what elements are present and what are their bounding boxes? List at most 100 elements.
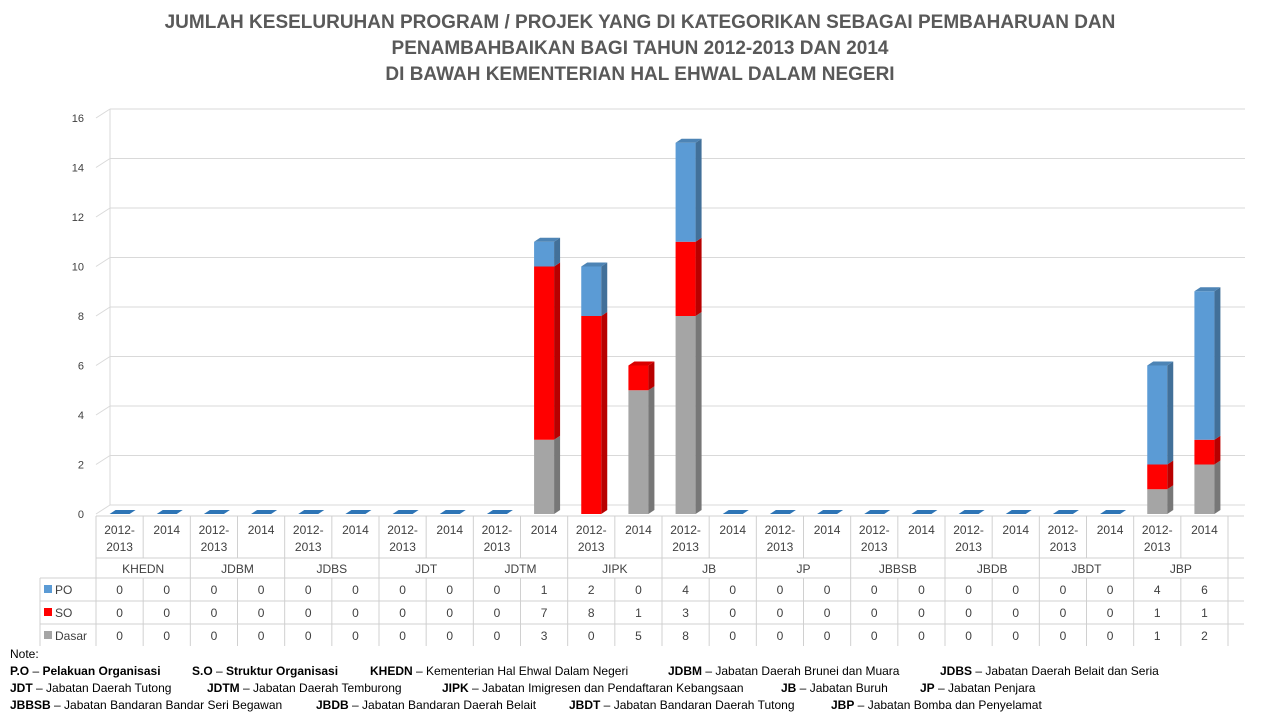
note-legend: P.O – Pelakuan Organisasi S.O – Struktur … (10, 663, 1275, 714)
data-table-value: 0 (211, 606, 218, 620)
data-table-value: 0 (729, 606, 736, 620)
period-label: 2013 (1050, 540, 1077, 554)
y-tick-label: 6 (78, 361, 84, 373)
bar-segment-dasar (534, 439, 555, 514)
period-label: 2013 (767, 540, 794, 554)
period-label: 2012- (859, 523, 890, 537)
period-label: 2013 (672, 540, 699, 554)
data-table-value: 0 (446, 583, 453, 597)
group-label: JBBSB (879, 562, 917, 576)
data-table-value: 0 (352, 606, 359, 620)
bar-side-po (554, 237, 561, 267)
legend-key-po (44, 585, 52, 593)
data-table-value: 8 (588, 606, 595, 620)
bar-top-po (534, 237, 561, 242)
data-table-value: 0 (258, 606, 265, 620)
period-label: 2012- (953, 523, 984, 537)
data-table-value: 0 (305, 583, 312, 597)
bar-segment-so (534, 266, 555, 440)
note-item: JDBM – Jabatan Daerah Brunei dan Muara (668, 664, 900, 678)
bar-segment-dasar (1147, 489, 1168, 514)
period-label: 2014 (153, 523, 180, 537)
period-label: 2014 (248, 523, 275, 537)
bar-top-po (675, 138, 702, 143)
zero-bar-top (345, 510, 372, 514)
group-label: JP (796, 562, 810, 576)
bar-segment-dasar (675, 316, 696, 514)
zero-bar-top (722, 510, 749, 514)
note-abbr: JBDT (569, 698, 601, 712)
bar-side-po (1214, 287, 1221, 440)
bar-side-so (695, 237, 702, 316)
zero-bar-top (203, 510, 230, 514)
data-table-value: 2 (1201, 629, 1208, 643)
title-line-3: DI BAWAH KEMENTERIAN HAL EHWAL DALAM NEG… (385, 64, 895, 85)
data-table-value: 0 (163, 606, 170, 620)
data-table-value: 0 (777, 583, 784, 597)
data-table-value: 0 (1012, 606, 1019, 620)
data-table-value: 0 (824, 606, 831, 620)
period-label: 2012- (293, 523, 324, 537)
data-table-value: 4 (1154, 583, 1161, 597)
period-label: 2012- (765, 523, 796, 537)
y-tick-label: 4 (78, 410, 84, 422)
legend-label: SO (55, 606, 72, 620)
data-table-value: 0 (824, 583, 831, 597)
group-label: KHEDN (122, 562, 164, 576)
zero-bar-top (817, 510, 844, 514)
legend-key-so (44, 608, 52, 616)
note-desc: Jabatan Bandaran Bandar Seri Begawan (64, 698, 283, 712)
period-label: 2013 (389, 540, 416, 554)
data-table-value: 0 (871, 606, 878, 620)
zero-bar-top (156, 510, 183, 514)
note-row: JDT – Jabatan Daerah Tutong JDTM – Jabata… (10, 680, 1275, 697)
note-item: JDBS – Jabatan Daerah Belait dan Seria (940, 664, 1159, 678)
data-table-value: 0 (777, 606, 784, 620)
data-table-value: 0 (729, 629, 736, 643)
note-abbr: P.O (10, 664, 30, 678)
data-table-value: 0 (588, 629, 595, 643)
legend-label: Dasar (55, 629, 87, 643)
period-label: 2013 (106, 540, 133, 554)
note-item: JBBSB – Jabatan Bandaran Bandar Seri Beg… (10, 698, 283, 712)
zero-bar-top (439, 510, 466, 514)
bar-segment-po (581, 266, 602, 316)
zero-bar-top (911, 510, 938, 514)
data-table-value: 0 (777, 629, 784, 643)
zero-bar-top (864, 510, 891, 514)
bar-side-dasar (1167, 485, 1174, 514)
note-desc: Jabatan Bandaran Daerah Tutong (613, 698, 795, 712)
data-table-value: 0 (729, 583, 736, 597)
data-table-value: 0 (494, 606, 501, 620)
data-table-value: 3 (541, 629, 548, 643)
bar-segment-so (1194, 439, 1215, 465)
bar-segment-so (675, 241, 696, 316)
note-item: JDTM – Jabatan Daerah Temburong (207, 681, 402, 695)
period-label: 2012- (1048, 523, 1079, 537)
bar-side-so (648, 361, 655, 391)
data-table-value: 0 (1012, 629, 1019, 643)
data-table-value: 0 (258, 629, 265, 643)
data-table-value: 0 (352, 583, 359, 597)
note-abbr: JIPK (442, 681, 469, 695)
data-table-value: 0 (1107, 606, 1114, 620)
note-abbr: JDBM (668, 664, 703, 678)
title-line-2: PENAMBAHBAIKAN BAGI TAHUN 2012-2013 DAN … (391, 38, 889, 59)
data-table-value: 1 (635, 606, 642, 620)
bar-segment-so (1147, 464, 1168, 490)
chart-title: JUMLAH KESELURUHAN PROGRAM / PROJEK YANG… (0, 10, 1280, 88)
data-table-value: 0 (918, 583, 925, 597)
note-abbr: JDTM (207, 681, 240, 695)
note-desc: Jabatan Imigresen dan Pendaftaran Kebang… (482, 681, 744, 695)
note-item: S.O – Struktur Organisasi (192, 664, 339, 678)
period-label: 2013 (295, 540, 322, 554)
legend-key-dasar (44, 631, 52, 639)
zero-bar-top (1052, 510, 1079, 514)
group-label: JB (702, 562, 716, 576)
data-table-value: 0 (824, 629, 831, 643)
data-table-value: 0 (163, 583, 170, 597)
period-label: 2012- (387, 523, 418, 537)
data-table-value: 0 (1012, 583, 1019, 597)
bar-side-dasar (695, 312, 702, 514)
